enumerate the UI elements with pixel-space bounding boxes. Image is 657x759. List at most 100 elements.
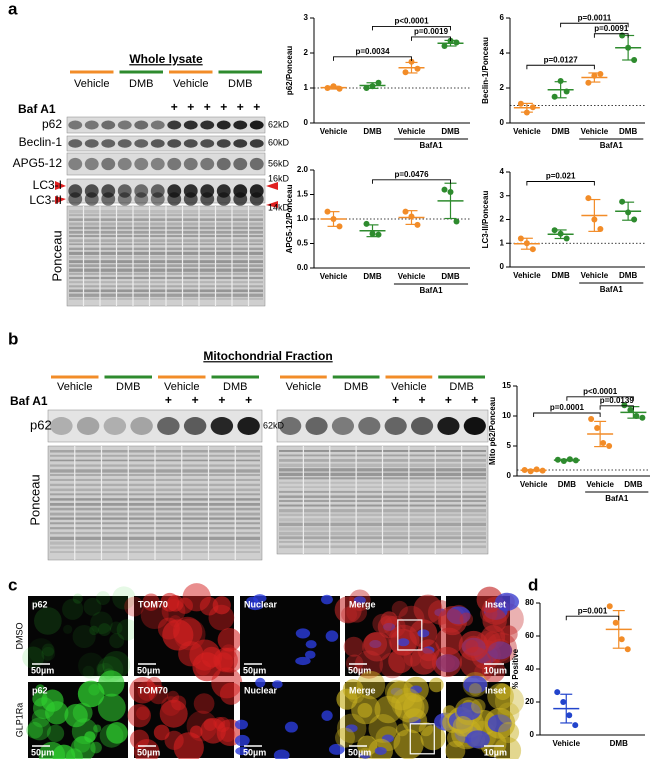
y-tick-label: 0.0: [297, 263, 309, 272]
nucleus: [304, 650, 316, 659]
band: [101, 157, 116, 171]
band: [167, 157, 182, 171]
signal: [420, 652, 437, 670]
x-tick-label: DMB: [552, 271, 570, 280]
significance-bracket: [372, 179, 451, 184]
y-tick-label: 2: [500, 83, 505, 92]
data-point: [585, 195, 592, 202]
y-tick-label: 4: [500, 167, 505, 176]
arrow: [55, 181, 66, 190]
signal: [459, 646, 492, 679]
band: [167, 139, 182, 148]
signal: [159, 699, 188, 728]
channel-label: Nuclear: [244, 599, 278, 609]
signal: [439, 608, 464, 633]
treatment-mark: +: [187, 100, 194, 114]
p-value: p=0.0139: [600, 396, 635, 405]
signal: [28, 638, 55, 664]
signal: [109, 621, 123, 635]
p-value: p<0.0001: [394, 17, 429, 26]
size-label: 14kD: [268, 202, 290, 212]
channel-label: TOM70: [138, 599, 168, 609]
signal: [63, 624, 73, 634]
band: [134, 184, 149, 198]
data-point: [560, 699, 567, 705]
signal: [343, 636, 364, 657]
signal: [41, 643, 55, 657]
blot-strip: [66, 116, 266, 134]
x-tick-label: Vehicle: [513, 127, 541, 136]
band: [157, 417, 180, 435]
p-value: p<0.0001: [583, 387, 618, 396]
arrow: [55, 196, 66, 204]
signal: [160, 592, 180, 612]
scale-bar-label: 50µm: [137, 665, 160, 675]
arrow: [266, 182, 278, 190]
signal: [35, 684, 45, 694]
band: [117, 120, 132, 130]
band: [68, 157, 83, 171]
data-point: [363, 85, 370, 91]
data-point: [572, 722, 579, 729]
inset-box: [409, 723, 435, 755]
row-label: p62: [42, 117, 62, 131]
band: [50, 417, 73, 435]
p-value: p=0.001: [578, 606, 608, 615]
signal: [46, 724, 65, 743]
nucleus: [234, 719, 248, 730]
micrograph: [28, 596, 128, 676]
treatment-label: Baf A1: [10, 394, 48, 408]
x-tick-label: Vehicle: [581, 127, 609, 136]
y-tick-label: 2.0: [297, 165, 309, 174]
scale-bar-label: 50µm: [243, 747, 266, 757]
signal: [459, 612, 474, 626]
data-point: [563, 235, 570, 242]
group-label: BafA1: [419, 141, 443, 150]
band: [76, 417, 100, 435]
scale-bar-label: 50µm: [31, 665, 54, 675]
y-axis-label: Mito p62/Ponceau: [488, 397, 497, 465]
data-point: [447, 189, 454, 196]
signal: [162, 619, 194, 651]
treatment-mark: +: [204, 100, 211, 114]
x-tick-label: DMB: [441, 272, 459, 281]
band: [183, 192, 198, 206]
band: [384, 417, 407, 435]
data-point: [453, 218, 460, 225]
signal: [72, 624, 96, 649]
band: [130, 417, 153, 435]
signal: [146, 676, 162, 693]
signal: [452, 716, 474, 737]
x-tick-label: Vehicle: [320, 272, 348, 281]
signal: [391, 600, 408, 618]
signal: [465, 639, 479, 653]
data-point: [529, 246, 536, 253]
x-tick-label: Vehicle: [320, 127, 348, 136]
band: [84, 120, 99, 130]
signal: [27, 717, 51, 741]
treatment-mark: +: [419, 393, 426, 407]
band: [200, 120, 215, 130]
scale-bar-label: 50µm: [348, 665, 371, 675]
treatment-mark: +: [218, 393, 225, 407]
nucleus: [446, 606, 471, 625]
data-point: [408, 58, 415, 65]
band: [358, 417, 381, 435]
band: [216, 139, 231, 148]
band: [84, 157, 99, 171]
band: [216, 157, 231, 171]
data-point: [414, 65, 421, 72]
channel-label: Inset: [485, 685, 506, 695]
signal: [164, 730, 184, 751]
signal: [379, 652, 406, 679]
x-tick-label: Vehicle: [398, 272, 426, 281]
treatment-mark: +: [471, 393, 478, 407]
band: [233, 192, 248, 206]
band: [331, 417, 355, 435]
treatment-mark: +: [392, 393, 399, 407]
signal: [26, 721, 44, 739]
nucleus: [487, 714, 512, 733]
blot-title: Whole lysate: [129, 52, 203, 66]
nucleus: [325, 630, 339, 642]
data-point: [566, 712, 573, 719]
